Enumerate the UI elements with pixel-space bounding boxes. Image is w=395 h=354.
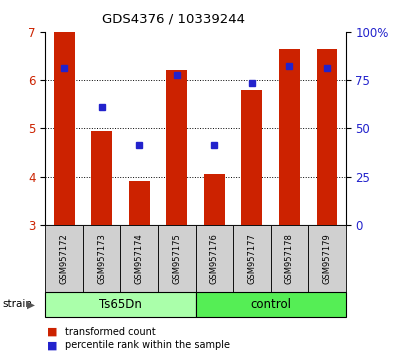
Text: percentile rank within the sample: percentile rank within the sample <box>65 340 230 350</box>
Bar <box>83 225 120 292</box>
Text: strain: strain <box>2 299 32 309</box>
Bar <box>196 225 233 292</box>
Bar <box>45 225 83 292</box>
Text: GSM957174: GSM957174 <box>135 233 144 284</box>
Text: GDS4376 / 10339244: GDS4376 / 10339244 <box>102 12 245 25</box>
Text: transformed count: transformed count <box>65 327 156 337</box>
Bar <box>196 292 346 317</box>
Text: GSM957172: GSM957172 <box>60 233 69 284</box>
Text: GSM957178: GSM957178 <box>285 233 294 284</box>
Text: Ts65Dn: Ts65Dn <box>99 298 142 311</box>
Bar <box>91 131 112 225</box>
Bar <box>204 174 225 225</box>
Bar <box>45 292 196 317</box>
Text: ■: ■ <box>47 340 58 350</box>
Bar <box>166 70 187 225</box>
Bar <box>129 181 150 225</box>
Bar <box>271 225 308 292</box>
Text: GSM957176: GSM957176 <box>210 233 219 284</box>
Bar <box>241 90 262 225</box>
Text: control: control <box>250 298 291 311</box>
Bar <box>233 225 271 292</box>
Text: ■: ■ <box>47 327 58 337</box>
Bar <box>308 225 346 292</box>
Bar <box>158 225 196 292</box>
Text: GSM957175: GSM957175 <box>172 233 181 284</box>
Bar <box>316 49 337 225</box>
Text: ▶: ▶ <box>27 299 35 309</box>
Text: GSM957177: GSM957177 <box>247 233 256 284</box>
Text: GSM957173: GSM957173 <box>97 233 106 284</box>
Bar <box>120 225 158 292</box>
Bar <box>54 32 75 225</box>
Text: GSM957179: GSM957179 <box>322 233 331 284</box>
Bar <box>279 49 300 225</box>
